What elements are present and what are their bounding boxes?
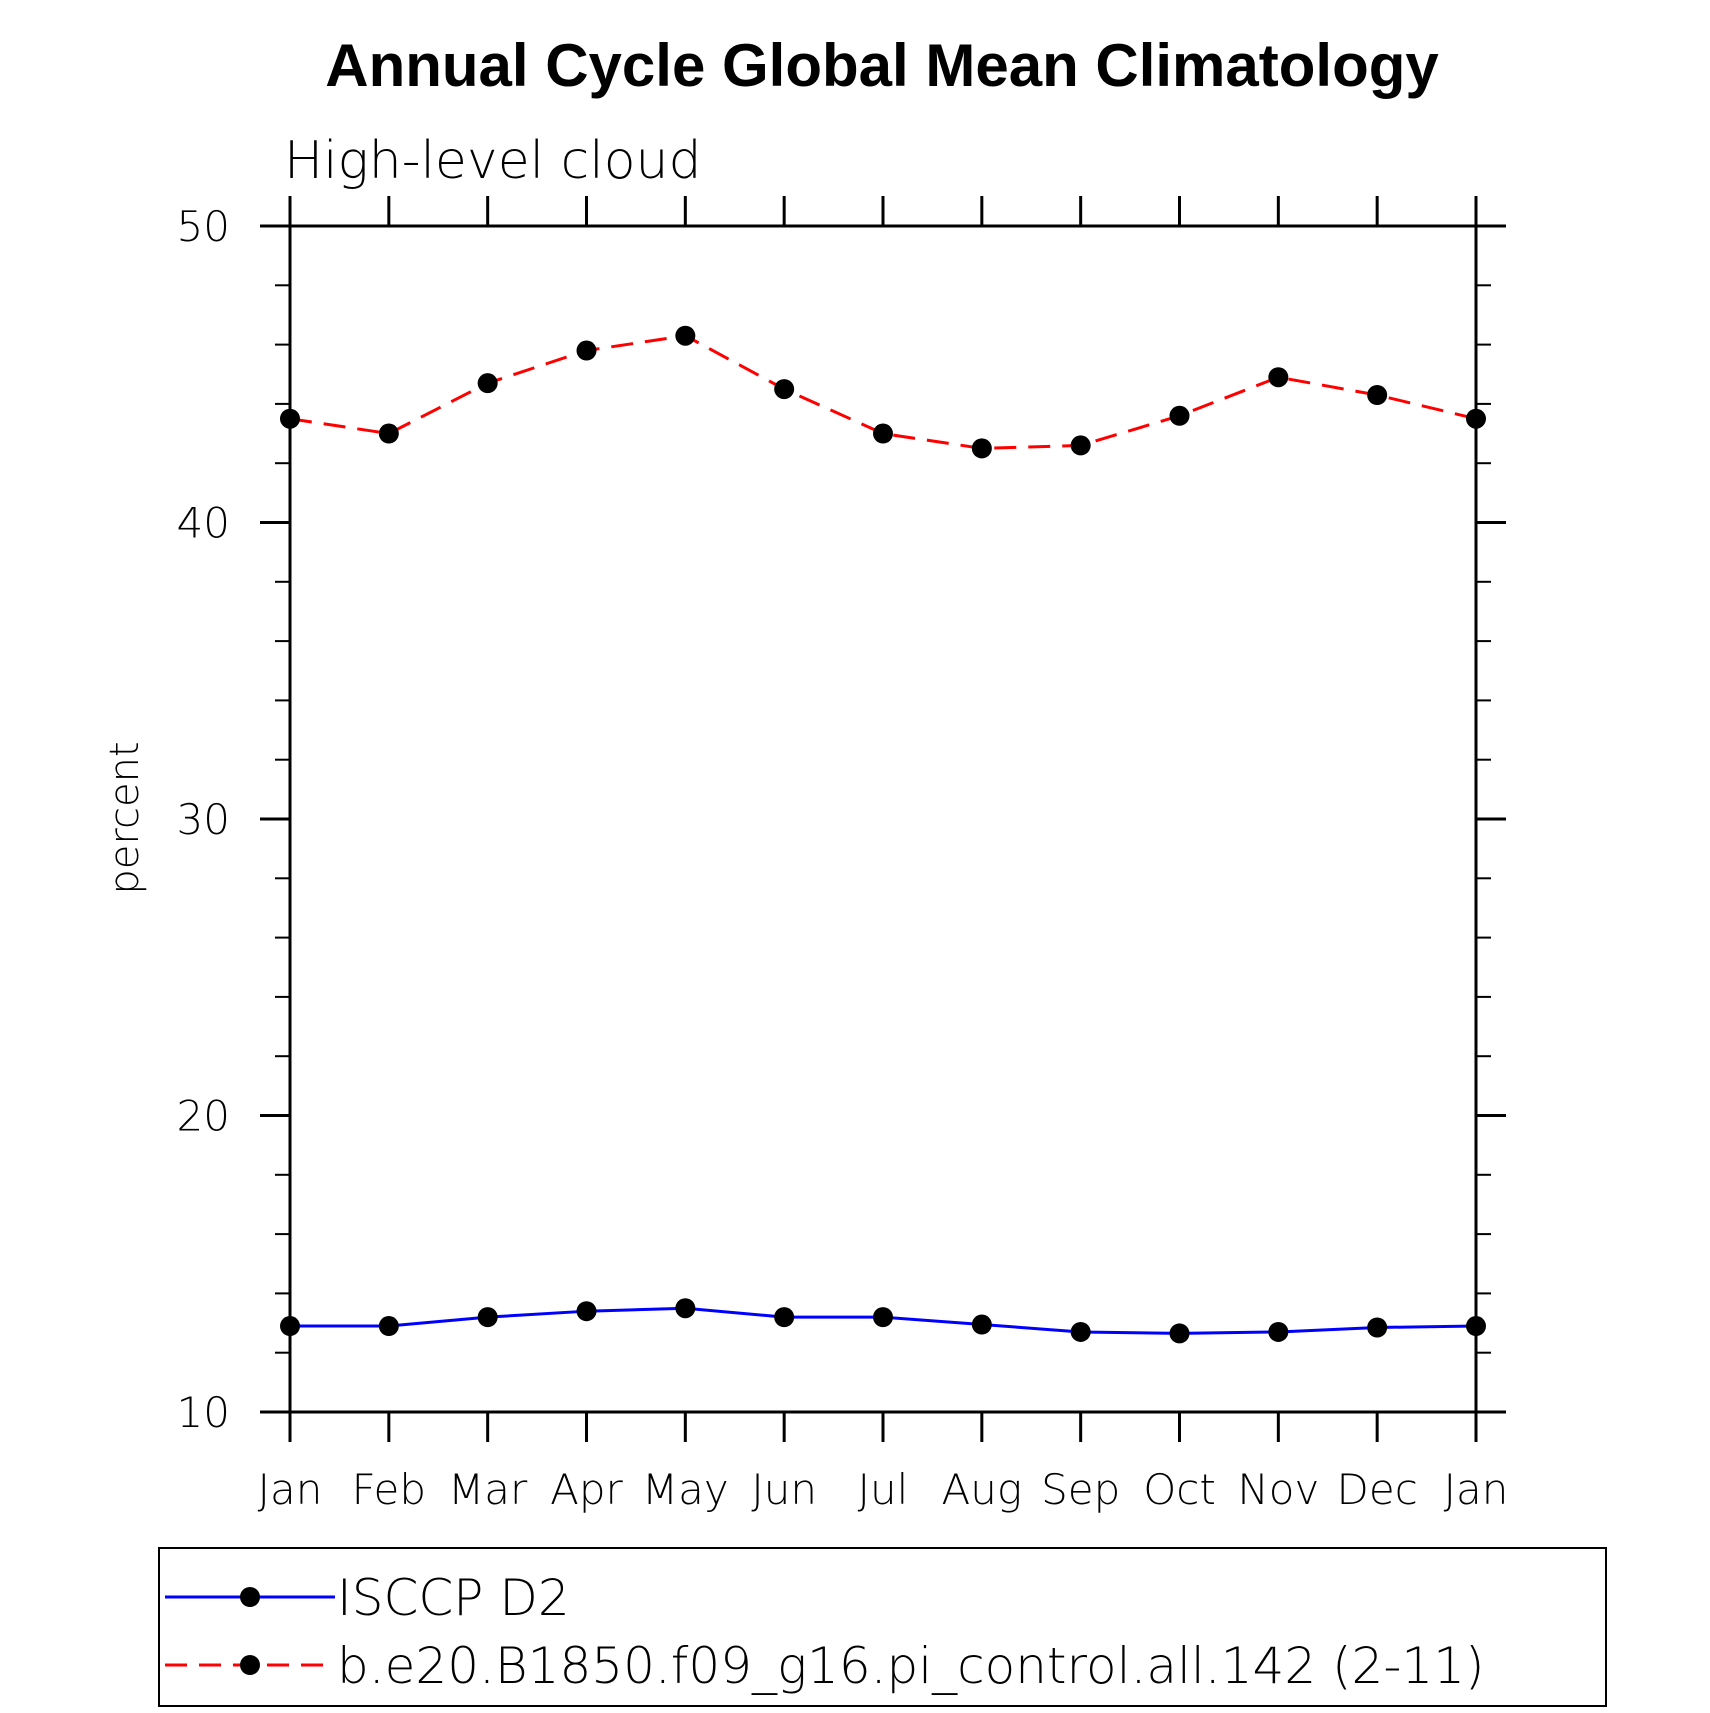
legend-label: b.e20.B1850.f09_g16.pi_control.all.142 (… [337,1637,1485,1695]
data-point [1268,367,1289,388]
data-point [774,1307,795,1328]
x-tick-label: Nov [1237,1465,1319,1514]
chart-subtitle: High-level cloud [284,131,701,191]
x-tick-label: Jan [1444,1465,1509,1514]
data-point [576,340,597,361]
data-point [774,379,795,400]
y-tick-label: 30 [177,795,230,844]
y-tick-label: 50 [177,202,230,251]
y-axis: 10 20 30 40 50 [177,202,1506,1437]
data-point [378,423,399,444]
data-point [1466,1316,1486,1337]
data-point [477,1307,498,1328]
legend-marker [240,1655,260,1675]
data-point [1169,405,1190,426]
data-point [576,1301,597,1322]
y-axis-label: percent [102,741,148,894]
legend-label: ISCCP D2 [337,1569,570,1627]
data-point [280,1316,300,1337]
chart-title: Annual Cycle Global Mean Climatology [325,32,1439,99]
data-point [378,1316,399,1337]
x-tick-label: Apr [550,1465,623,1514]
data-point [1367,1317,1388,1338]
x-tick-label: Mar [448,1465,528,1514]
x-tick-label: Sep [1041,1465,1120,1514]
x-tick-label: Jan [258,1465,323,1514]
data-point [675,1298,696,1319]
data-point [1367,385,1388,406]
data-point [1070,1321,1091,1342]
data-point [280,408,300,429]
legend-box [158,1547,1607,1707]
legend-marker [240,1587,260,1607]
x-tick-label: Jun [751,1465,817,1514]
data-point [873,423,893,444]
y-tick-label: 10 [177,1388,230,1437]
data-point [1070,435,1091,456]
data-point [477,373,498,394]
x-tick-label: Aug [942,1465,1023,1514]
plot-frame [288,224,1478,1414]
data-point [971,438,992,459]
data-point [1169,1323,1190,1344]
data-point [1466,408,1486,429]
x-tick-label: May [642,1465,729,1514]
data-point [873,1307,893,1328]
x-tick-label: Feb [352,1465,426,1514]
legend: ISCCP D2 b.e20.B1850.f09_g16.pi_control.a… [158,1547,1607,1707]
x-tick-label: Dec [1337,1465,1418,1514]
x-axis: Jan Feb Mar Apr May Jun Jul Aug Sep Oct Nov Dec Jan [258,196,1509,1514]
x-tick-label: Oct [1143,1465,1216,1514]
series-layer [280,325,1486,1344]
data-point [971,1314,992,1335]
y-tick-label: 20 [177,1092,230,1141]
x-tick-label: Jul [858,1465,909,1514]
data-point [675,325,696,346]
data-point [1268,1321,1289,1342]
y-tick-label: 40 [177,499,230,548]
